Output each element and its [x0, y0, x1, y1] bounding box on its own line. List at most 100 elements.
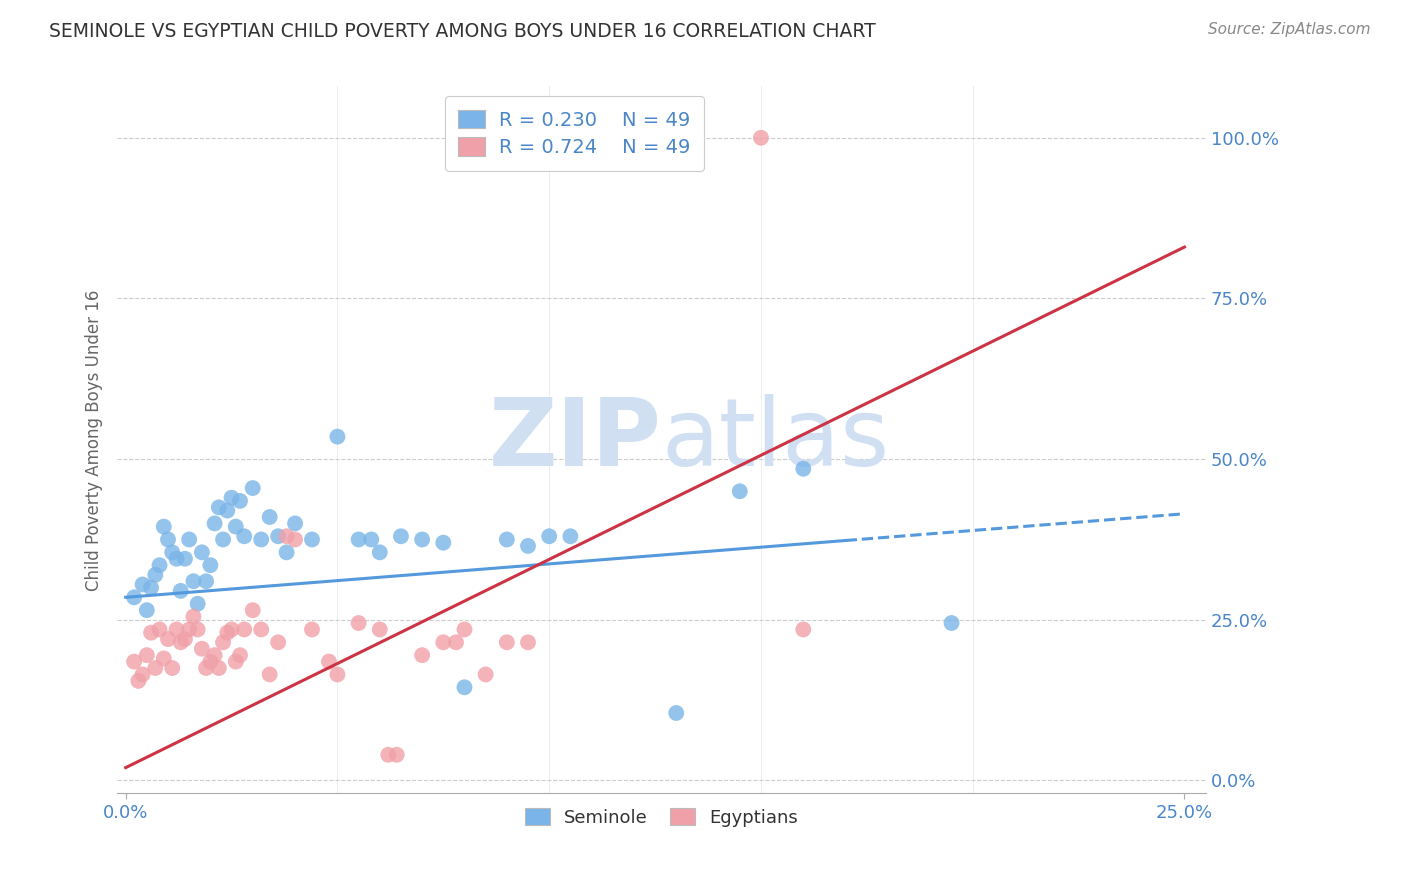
Point	[301, 623, 323, 637]
Point	[139, 581, 162, 595]
Point	[143, 661, 166, 675]
Point	[411, 648, 433, 662]
Point	[368, 623, 391, 637]
Point	[259, 510, 281, 524]
Legend: Seminole, Egyptians: Seminole, Egyptians	[517, 800, 806, 834]
Point	[127, 673, 149, 688]
Point	[242, 481, 264, 495]
Point	[517, 539, 540, 553]
Point	[495, 635, 517, 649]
Point	[259, 667, 281, 681]
Point	[242, 603, 264, 617]
Point	[792, 623, 814, 637]
Text: SEMINOLE VS EGYPTIAN CHILD POVERTY AMONG BOYS UNDER 16 CORRELATION CHART: SEMINOLE VS EGYPTIAN CHILD POVERTY AMONG…	[49, 22, 876, 41]
Point	[347, 533, 370, 547]
Point	[162, 661, 184, 675]
Point	[377, 747, 399, 762]
Point	[347, 615, 370, 630]
Text: Source: ZipAtlas.com: Source: ZipAtlas.com	[1208, 22, 1371, 37]
Point	[229, 648, 252, 662]
Point	[665, 706, 688, 720]
Point	[538, 529, 561, 543]
Point	[204, 648, 226, 662]
Point	[453, 623, 475, 637]
Point	[200, 655, 222, 669]
Point	[318, 655, 340, 669]
Point	[495, 533, 517, 547]
Point	[170, 583, 193, 598]
Point	[139, 625, 162, 640]
Point	[174, 632, 197, 646]
Point	[276, 545, 298, 559]
Point	[191, 641, 214, 656]
Point	[217, 625, 239, 640]
Point	[200, 558, 222, 573]
Point	[183, 609, 205, 624]
Point	[135, 603, 157, 617]
Point	[368, 545, 391, 559]
Point	[749, 130, 772, 145]
Point	[208, 661, 231, 675]
Point	[148, 623, 170, 637]
Point	[360, 533, 382, 547]
Y-axis label: Child Poverty Among Boys Under 16: Child Poverty Among Boys Under 16	[86, 289, 103, 591]
Point	[162, 545, 184, 559]
Point	[225, 655, 247, 669]
Point	[250, 533, 273, 547]
Point	[276, 529, 298, 543]
Point	[187, 623, 209, 637]
Point	[122, 655, 145, 669]
Point	[195, 661, 218, 675]
Point	[191, 545, 214, 559]
Point	[187, 597, 209, 611]
Point	[941, 615, 963, 630]
Point	[267, 529, 290, 543]
Point	[221, 491, 243, 505]
Text: atlas: atlas	[661, 394, 890, 486]
Point	[122, 591, 145, 605]
Point	[208, 500, 231, 515]
Point	[195, 574, 218, 589]
Point	[179, 623, 201, 637]
Point	[444, 635, 467, 649]
Point	[204, 516, 226, 531]
Point	[267, 635, 290, 649]
Point	[183, 574, 205, 589]
Point	[131, 667, 153, 681]
Point	[474, 667, 496, 681]
Point	[389, 529, 412, 543]
Point	[217, 503, 239, 517]
Point	[284, 533, 307, 547]
Point	[233, 529, 256, 543]
Point	[179, 533, 201, 547]
Point	[135, 648, 157, 662]
Point	[432, 635, 454, 649]
Point	[152, 519, 174, 533]
Point	[166, 551, 188, 566]
Point	[212, 635, 235, 649]
Point	[432, 535, 454, 549]
Point	[301, 533, 323, 547]
Point	[560, 529, 582, 543]
Point	[170, 635, 193, 649]
Point	[728, 484, 751, 499]
Point	[229, 494, 252, 508]
Point	[174, 551, 197, 566]
Point	[326, 430, 349, 444]
Point	[166, 623, 188, 637]
Point	[250, 623, 273, 637]
Point	[148, 558, 170, 573]
Point	[143, 567, 166, 582]
Point	[156, 632, 179, 646]
Point	[411, 533, 433, 547]
Point	[156, 533, 179, 547]
Point	[225, 519, 247, 533]
Text: ZIP: ZIP	[488, 394, 661, 486]
Point	[792, 462, 814, 476]
Point	[453, 681, 475, 695]
Point	[221, 623, 243, 637]
Point	[517, 635, 540, 649]
Point	[284, 516, 307, 531]
Point	[212, 533, 235, 547]
Point	[233, 623, 256, 637]
